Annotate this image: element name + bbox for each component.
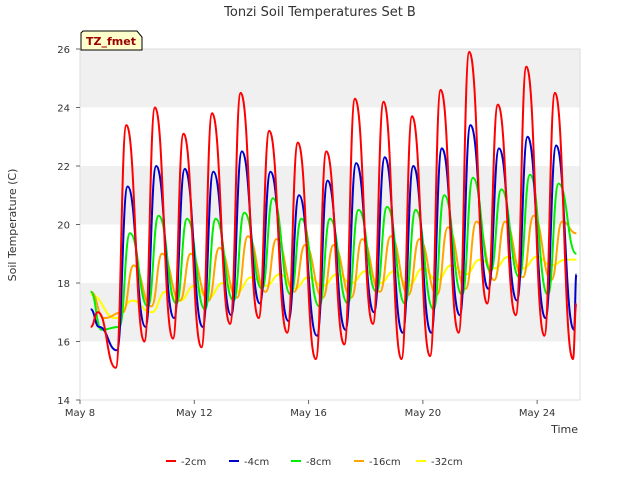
site-label-badge: TZ_fmet: [80, 30, 143, 51]
x-tick-label: May 20: [405, 408, 442, 419]
y-tick-label: 18: [57, 279, 70, 290]
legend-label: -8cm: [306, 457, 331, 468]
legend-label: -4cm: [244, 457, 269, 468]
grid-bands: [80, 49, 580, 400]
legend-label: -32cm: [431, 457, 463, 468]
legend: -2cm -4cm -8cm -16cm -32cm: [166, 457, 463, 468]
x-tick-label: May 16: [290, 408, 327, 419]
chart-title: Tonzi Soil Temperatures Set B: [223, 5, 416, 20]
grid-band: [80, 49, 580, 108]
series-line-2cmcm: [90, 50, 578, 369]
y-tick-label: 22: [57, 162, 70, 173]
legend-label: -16cm: [369, 457, 401, 468]
y-axis-label: Soil Temperature (C): [6, 169, 19, 282]
y-tick-label: 16: [57, 338, 70, 349]
grid-band: [80, 341, 580, 400]
site-label-box: [80, 30, 143, 51]
x-axis-label: Time: [550, 423, 578, 436]
y-tick-label: 26: [57, 45, 70, 56]
x-tick-label: May 8: [65, 408, 95, 419]
y-tick-label: 20: [57, 221, 70, 232]
series-line-16cmcm: [90, 214, 577, 320]
y-axis: 14 16 18 20 22 24 26: [57, 45, 80, 407]
site-label-text: TZ_fmet: [86, 35, 136, 48]
y-tick-label: 24: [57, 104, 70, 115]
y-tick-label: 14: [57, 396, 70, 407]
data-series: [89, 50, 578, 369]
x-axis: May 8 May 12 May 16 May 20 May 24: [65, 400, 556, 419]
x-tick-label: May 24: [519, 408, 556, 419]
legend-label: -2cm: [181, 457, 206, 468]
x-tick-label: May 12: [176, 408, 213, 419]
